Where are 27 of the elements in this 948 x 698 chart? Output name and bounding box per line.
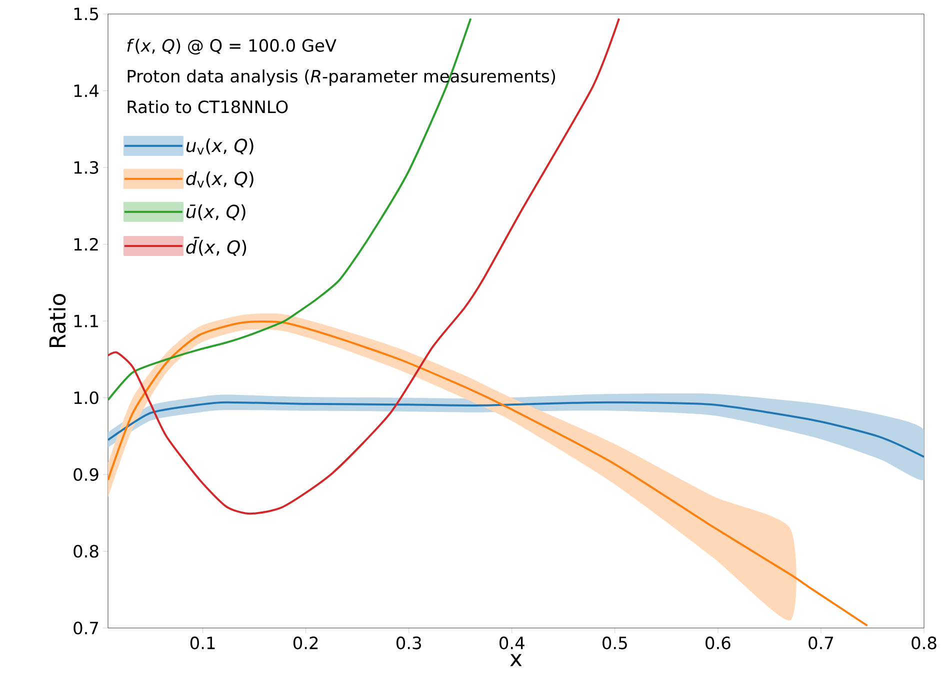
annotation: Ratio to CT18NNLO bbox=[128, 100, 288, 114]
y-axis-title: Ratio bbox=[48, 294, 66, 347]
annotation: f(x, Q) @ Q = 100.0 GeV bbox=[127, 38, 336, 55]
legend-label: u$_{v}$(x, Q) bbox=[186, 138, 254, 155]
y-tick-label: 1.1 bbox=[74, 314, 98, 328]
line-series bbox=[108, 401, 924, 458]
y-tick-label: 0.9 bbox=[74, 468, 98, 481]
y-tick-label: 1.5 bbox=[74, 8, 98, 20]
legend-label: d̄(x, Q) bbox=[186, 236, 246, 256]
line-series bbox=[108, 18, 620, 515]
x-tick-label: 0.2 bbox=[293, 636, 318, 650]
y-tick-label: 1.4 bbox=[74, 84, 99, 97]
x-tick-label: 0.8 bbox=[912, 636, 936, 650]
y-tick-label: 1.3 bbox=[74, 161, 98, 174]
y-tick-label: 1.0 bbox=[74, 391, 98, 404]
y-tick-label: 1.2 bbox=[74, 238, 98, 251]
legend-label: d$_{v}$(x, Q) bbox=[186, 171, 254, 188]
y-tick-label: 0.7 bbox=[74, 622, 98, 634]
x-tick-label: 0.4 bbox=[500, 636, 524, 650]
x-tick-label: 0.1 bbox=[190, 636, 215, 650]
x-tick-label: 0.5 bbox=[602, 636, 627, 650]
y-tick-label: 0.8 bbox=[74, 544, 98, 558]
legend-label: ū(x, Q) bbox=[186, 204, 246, 220]
x-tick-label: 0.6 bbox=[706, 636, 730, 650]
x-tick-label: 0.7 bbox=[808, 636, 833, 650]
x-axis-title: x bbox=[510, 654, 522, 666]
x-tick-label: 0.3 bbox=[396, 636, 421, 650]
